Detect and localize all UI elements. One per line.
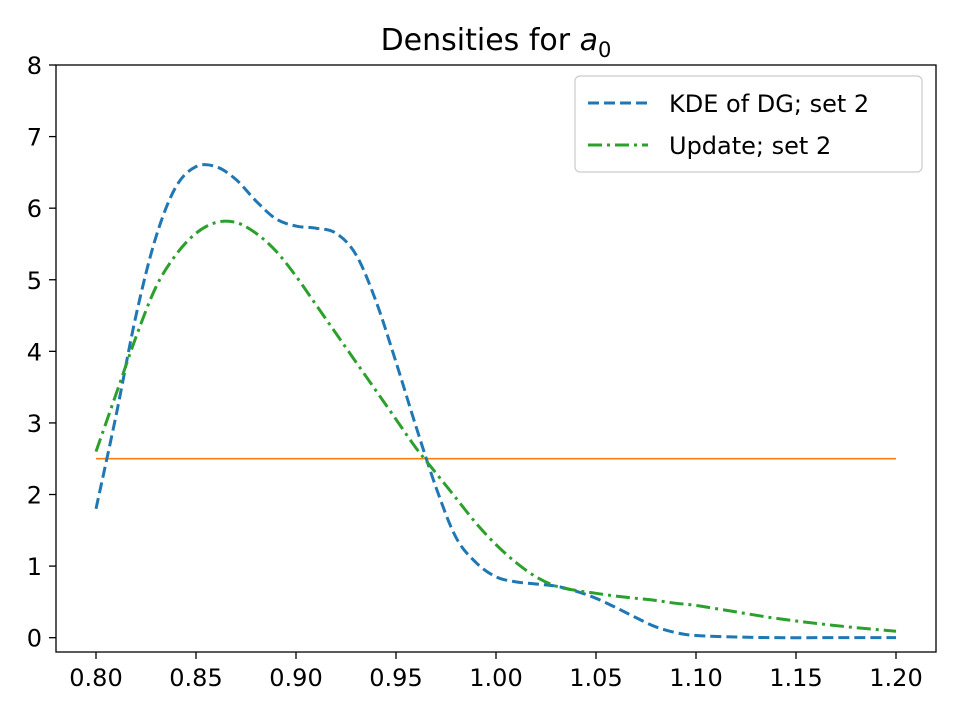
plot-frame xyxy=(55,64,937,653)
y-tick-label: 0 xyxy=(27,625,42,653)
x-tick-label: 0.80 xyxy=(69,664,122,692)
y-tick-label: 8 xyxy=(27,52,42,80)
y-tick-label: 4 xyxy=(27,338,42,366)
y-tick-label: 1 xyxy=(27,553,42,581)
legend: KDE of DG; set 2 Update; set 2 xyxy=(574,75,923,173)
y-tick-label: 6 xyxy=(27,195,42,223)
x-tick-label: 1.15 xyxy=(769,664,822,692)
chart-title-symbol: a xyxy=(580,23,598,58)
x-tick-label: 1.10 xyxy=(669,664,722,692)
svg-text:Densities for a0: Densities for a0 xyxy=(381,23,612,62)
legend-box xyxy=(574,75,923,173)
legend-label: KDE of DG; set 2 xyxy=(669,90,869,118)
x-tick-label: 1.20 xyxy=(869,664,922,692)
x-tick-label: 0.90 xyxy=(269,664,322,692)
chart-title-subscript: 0 xyxy=(598,38,611,62)
chart-title-text: Densities for xyxy=(381,23,571,58)
legend-label: Update; set 2 xyxy=(669,132,831,160)
x-tick-label: 1.05 xyxy=(569,664,622,692)
kde-dg-set2-line xyxy=(94,163,896,640)
chart-title: Densities for a0 xyxy=(381,23,612,62)
update-set2-line xyxy=(94,219,897,633)
plot-series-layer xyxy=(94,163,897,640)
x-tick-label: 1.00 xyxy=(469,664,522,692)
y-tick-label: 5 xyxy=(27,267,42,295)
x-tick-label: 0.85 xyxy=(169,664,222,692)
y-tick-label: 2 xyxy=(27,482,42,510)
y-tick-label: 3 xyxy=(27,410,42,438)
x-tick-label: 0.95 xyxy=(369,664,422,692)
y-tick-label: 7 xyxy=(27,124,42,152)
axes-layer: 0.80 0.85 0.90 0.95 1.00 1.05 1.10 1.15 1.20 0 1 2 3… xyxy=(27,52,923,692)
